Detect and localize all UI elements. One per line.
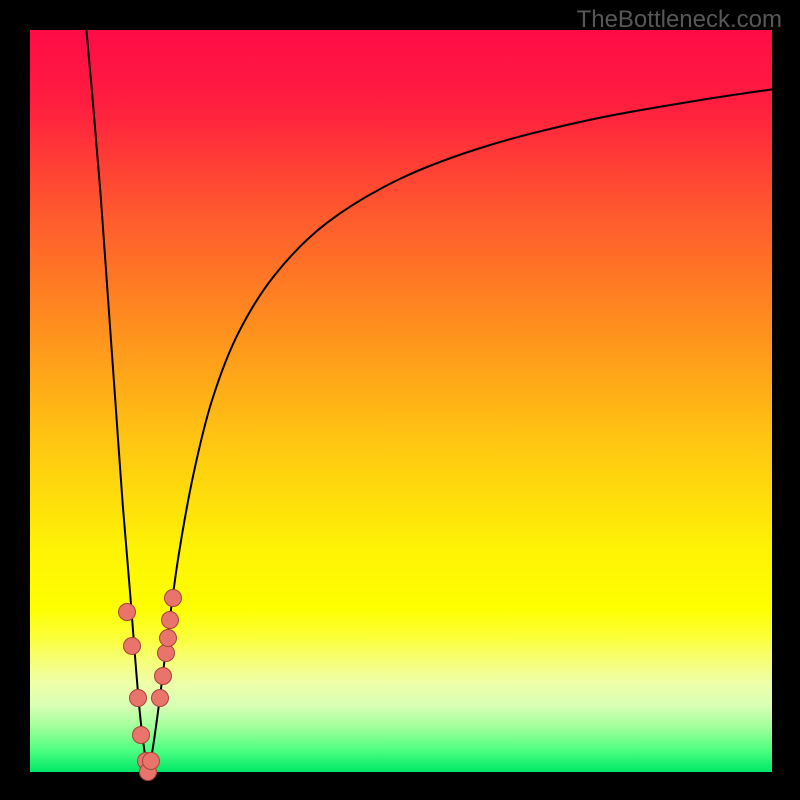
data-marker [118,603,136,621]
curve-layer [30,30,772,772]
data-marker [142,752,160,770]
plot-area [30,30,772,772]
data-marker [123,637,141,655]
data-marker [132,726,150,744]
chart-frame: TheBottleneck.com [0,0,800,800]
bottleneck-curve [148,89,772,772]
data-marker [154,667,172,685]
bottleneck-curve [86,30,148,772]
data-marker [129,689,147,707]
data-marker [164,589,182,607]
data-marker [159,629,177,647]
data-marker [161,611,179,629]
data-marker [151,689,169,707]
